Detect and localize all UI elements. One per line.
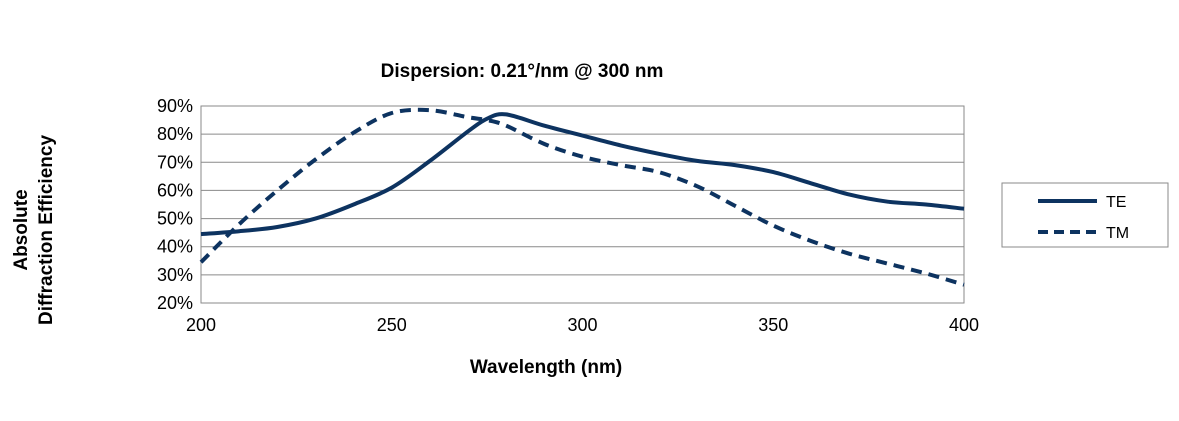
y-axis-label: Absolute Diffraction Efficiency bbox=[11, 135, 57, 325]
series-line-te bbox=[200, 112, 965, 237]
y-tick-label: 60% bbox=[157, 180, 193, 200]
x-tick-label: 350 bbox=[758, 315, 788, 335]
legend-box bbox=[1001, 182, 1169, 248]
series-line-tm bbox=[199, 107, 965, 287]
x-axis-label: Wavelength (nm) bbox=[470, 357, 622, 378]
y-tick-labels: 20% 30% 40% 50% 60% 70% 80% 90% bbox=[157, 96, 193, 313]
y-axis-label-line-2: Diffraction Efficiency bbox=[36, 135, 57, 325]
x-tick-label: 200 bbox=[186, 315, 216, 335]
y-tick-label: 50% bbox=[157, 209, 193, 229]
y-tick-label: 90% bbox=[157, 96, 193, 116]
y-tick-label: 20% bbox=[157, 293, 193, 313]
y-tick-label: 70% bbox=[157, 152, 193, 172]
plot-frame bbox=[200, 105, 965, 304]
chart-title: Dispersion: 0.21°/nm @ 300 nm bbox=[381, 61, 664, 82]
y-tick-label: 30% bbox=[157, 265, 193, 285]
legend-label-tm: TM bbox=[1106, 225, 1129, 242]
x-tick-labels: 200 250 300 350 400 bbox=[186, 315, 979, 335]
x-tick-label: 300 bbox=[567, 315, 597, 335]
legend: TE TM bbox=[1001, 182, 1169, 248]
legend-label-te: TE bbox=[1106, 194, 1126, 211]
series-lines bbox=[199, 107, 965, 287]
y-axis-label-line-1: Absolute bbox=[11, 189, 32, 270]
y-tick-label: 40% bbox=[157, 237, 193, 257]
x-tick-label: 400 bbox=[949, 315, 979, 335]
x-tick-label: 250 bbox=[377, 315, 407, 335]
y-tick-label: 80% bbox=[157, 124, 193, 144]
